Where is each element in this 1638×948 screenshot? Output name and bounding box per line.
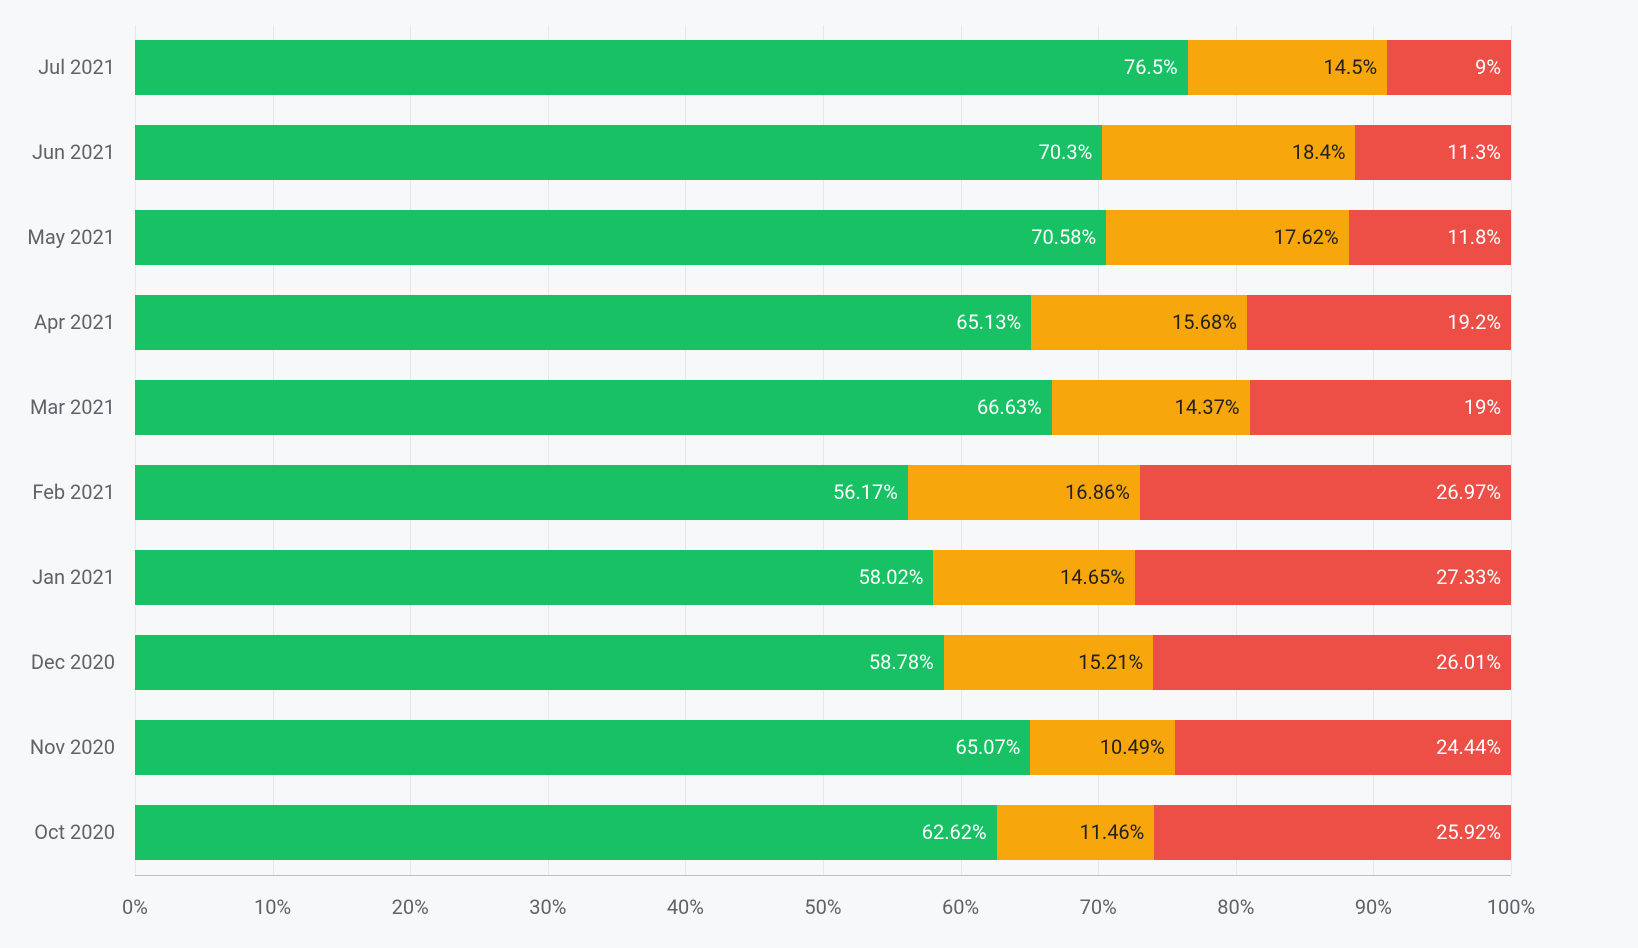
bar-row: 66.63% 14.37% 19% — [135, 380, 1511, 435]
bar-row: 70.3% 18.4% 11.3% — [135, 125, 1511, 180]
bar-segment-label: 56.17% — [833, 480, 898, 504]
bar-segment-orange: 16.86% — [908, 465, 1140, 520]
x-axis-label: 80% — [1217, 895, 1254, 919]
bar-segment-green: 56.17% — [135, 465, 908, 520]
bar-segment-label: 70.3% — [1039, 140, 1093, 164]
bar-segment-green: 58.78% — [135, 635, 944, 690]
bar-row: 56.17% 16.86% 26.97% — [135, 465, 1511, 520]
bar-segment-label: 24.44% — [1436, 735, 1501, 759]
x-axis-label: 60% — [942, 895, 979, 919]
bar-segment-label: 25.92% — [1436, 820, 1501, 844]
y-axis-label: Oct 2020 — [0, 820, 115, 844]
bar-segment-green: 65.07% — [135, 720, 1030, 775]
bar-segment-label: 14.65% — [1060, 565, 1125, 589]
bar-segment-red: 27.33% — [1135, 550, 1511, 605]
x-axis-label: 90% — [1355, 895, 1392, 919]
plot-area: 76.5% 14.5% 9% 70.3% 18.4% 11.3% 70.58% 17.62% 1… — [135, 25, 1511, 875]
bar-segment-label: 27.33% — [1436, 565, 1501, 589]
stacked-bar-chart: 76.5% 14.5% 9% 70.3% 18.4% 11.3% 70.58% 17.62% 1… — [0, 0, 1638, 948]
bar-segment-red: 26.97% — [1140, 465, 1511, 520]
bar-segment-red: 11.3% — [1355, 125, 1510, 180]
y-axis-label: Feb 2021 — [0, 480, 115, 504]
y-axis-label: Jun 2021 — [0, 140, 115, 164]
bar-segment-label: 14.37% — [1175, 395, 1240, 419]
bar-segment-orange: 15.21% — [944, 635, 1153, 690]
bar-segment-label: 65.07% — [955, 735, 1020, 759]
bar-segment-green: 70.3% — [135, 125, 1102, 180]
x-axis-label: 40% — [667, 895, 704, 919]
bar-segment-label: 76.5% — [1124, 55, 1178, 79]
y-axis-label: Dec 2020 — [0, 650, 115, 674]
bar-row: 58.78% 15.21% 26.01% — [135, 635, 1511, 690]
bar-row: 70.58% 17.62% 11.8% — [135, 210, 1511, 265]
bar-segment-orange: 14.5% — [1188, 40, 1388, 95]
y-axis-label: Jul 2021 — [0, 55, 115, 79]
y-axis-label: Nov 2020 — [0, 735, 115, 759]
x-axis-label: 50% — [804, 895, 841, 919]
bar-segment-orange: 14.37% — [1052, 380, 1250, 435]
bar-segment-label: 17.62% — [1274, 225, 1339, 249]
x-axis-label: 10% — [254, 895, 291, 919]
bar-segment-label: 15.68% — [1172, 310, 1237, 334]
bar-segment-label: 11.46% — [1079, 820, 1144, 844]
bar-segment-label: 65.13% — [956, 310, 1021, 334]
bar-segment-green: 70.58% — [135, 210, 1106, 265]
bar-segment-green: 62.62% — [135, 805, 997, 860]
bar-segment-label: 11.8% — [1447, 225, 1501, 249]
bar-segment-orange: 11.46% — [997, 805, 1155, 860]
y-axis-label: Jan 2021 — [0, 565, 115, 589]
x-axis-label: 30% — [529, 895, 566, 919]
bar-segment-label: 14.5% — [1323, 55, 1377, 79]
bar-segment-label: 58.78% — [869, 650, 934, 674]
bar-segment-label: 26.01% — [1436, 650, 1501, 674]
bar-segment-label: 9% — [1475, 55, 1501, 79]
bar-segment-red: 26.01% — [1153, 635, 1511, 690]
bar-segment-orange: 15.68% — [1031, 295, 1247, 350]
bar-row: 65.07% 10.49% 24.44% — [135, 720, 1511, 775]
x-axis-label: 70% — [1080, 895, 1117, 919]
bar-segment-label: 58.02% — [858, 565, 923, 589]
bar-segment-red: 19.2% — [1247, 295, 1511, 350]
bar-segment-orange: 17.62% — [1106, 210, 1348, 265]
bar-segment-green: 76.5% — [135, 40, 1188, 95]
bar-segment-label: 19.2% — [1447, 310, 1501, 334]
bar-segment-label: 15.21% — [1078, 650, 1143, 674]
bar-segment-red: 11.8% — [1349, 210, 1511, 265]
bar-segment-label: 19% — [1464, 395, 1501, 419]
bar-segment-green: 66.63% — [135, 380, 1052, 435]
bar-segment-label: 18.4% — [1292, 140, 1346, 164]
bar-segment-label: 66.63% — [977, 395, 1042, 419]
bar-segment-red: 9% — [1387, 40, 1511, 95]
y-axis-label: Apr 2021 — [0, 310, 115, 334]
x-axis-label: 100% — [1487, 895, 1535, 919]
bar-row: 58.02% 14.65% 27.33% — [135, 550, 1511, 605]
bar-row: 76.5% 14.5% 9% — [135, 40, 1511, 95]
bar-segment-label: 10.49% — [1100, 735, 1165, 759]
bar-segment-green: 58.02% — [135, 550, 933, 605]
bar-segment-label: 70.58% — [1031, 225, 1096, 249]
bar-segment-label: 62.62% — [922, 820, 987, 844]
bar-segment-label: 16.86% — [1065, 480, 1130, 504]
x-axis-label: 20% — [392, 895, 429, 919]
bar-row: 62.62% 11.46% 25.92% — [135, 805, 1511, 860]
bar-segment-red: 19% — [1250, 380, 1511, 435]
y-axis-label: May 2021 — [0, 225, 115, 249]
bar-segment-label: 11.3% — [1447, 140, 1501, 164]
bar-segment-label: 26.97% — [1436, 480, 1501, 504]
bar-segment-red: 25.92% — [1154, 805, 1511, 860]
grid-line — [1511, 25, 1512, 875]
bar-segment-orange: 10.49% — [1030, 720, 1174, 775]
y-axis-label: Mar 2021 — [0, 395, 115, 419]
bar-segment-orange: 14.65% — [933, 550, 1135, 605]
x-axis-label: 0% — [122, 895, 148, 919]
bar-segment-green: 65.13% — [135, 295, 1031, 350]
x-axis-baseline — [135, 875, 1511, 876]
bar-segment-orange: 18.4% — [1102, 125, 1355, 180]
bar-row: 65.13% 15.68% 19.2% — [135, 295, 1511, 350]
bar-segment-red: 24.44% — [1175, 720, 1511, 775]
